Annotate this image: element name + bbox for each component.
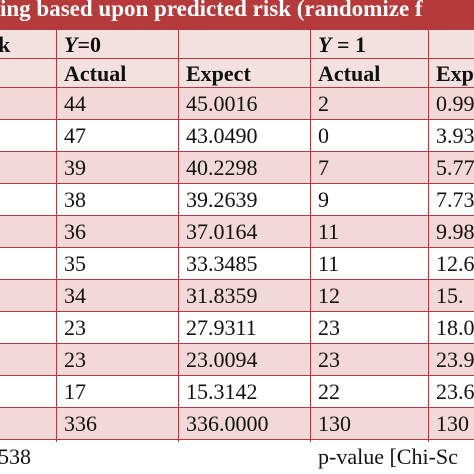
y0-expect-header: Expect <box>186 61 251 86</box>
footer-pvalue-label: p-value [Chi-Sc <box>318 444 458 469</box>
row-divider <box>0 439 474 440</box>
y0-expect-cell: 23.0094 <box>186 347 258 372</box>
y1-expect-cell: 5.77 <box>436 155 474 180</box>
table-row: 34 31.8359 12 15. <box>0 280 474 312</box>
y0-actual-header: Actual <box>64 61 127 86</box>
row-divider <box>0 215 474 216</box>
column-divider <box>56 30 57 442</box>
row-divider <box>0 375 474 376</box>
row-divider <box>0 151 474 152</box>
y1-expect-cell: 15. <box>436 283 464 308</box>
y1-expect-cell: 23.6 <box>436 379 474 404</box>
y0-expect-cell: 15.3142 <box>186 379 258 404</box>
table-row: 38 39.2639 9 7.73 <box>0 184 474 216</box>
y1-expect-cell: 18.0 <box>436 315 474 340</box>
table-title: ing based upon predicted risk (randomize… <box>0 0 423 21</box>
y0-expect-cell: 27.9311 <box>186 315 257 340</box>
y1-expect-cell: 130 <box>436 411 469 436</box>
table-row: 36 37.0164 11 9.98 <box>0 216 474 248</box>
y0-actual-cell: 38 <box>64 187 86 212</box>
y1-expect-cell: 9.98 <box>436 219 474 244</box>
y1-actual-cell: 12 <box>318 283 340 308</box>
table-title-banner: ing based upon predicted risk (randomize… <box>0 0 474 30</box>
y0-actual-cell: 47 <box>64 123 86 148</box>
y0-expect-cell: 43.0490 <box>186 123 258 148</box>
y1-expect-cell: 23.9 <box>436 347 474 372</box>
y1-expect-cell: 7.73 <box>436 187 474 212</box>
table-footer: 538 p-value [Chi-Sc <box>0 442 474 474</box>
column-divider <box>428 30 429 442</box>
y0-actual-cell: 39 <box>64 155 86 180</box>
column-divider <box>310 30 311 442</box>
y0-actual-cell: 44 <box>64 91 86 116</box>
risk-column-header: k <box>0 32 11 57</box>
row-divider <box>0 247 474 248</box>
y1-actual-cell: 11 <box>318 219 340 244</box>
y1-actual-cell: 11 <box>318 251 340 276</box>
row-divider <box>0 183 474 184</box>
y1-actual-cell: 0 <box>318 123 329 148</box>
y0-expect-cell: 33.3485 <box>186 251 258 276</box>
y0-actual-cell: 34 <box>64 283 86 308</box>
y0-expect-cell: 45.0016 <box>186 91 258 116</box>
y1-actual-cell: 9 <box>318 187 329 212</box>
y0-expect-cell: 40.2298 <box>186 155 258 180</box>
y1-actual-cell: 130 <box>318 411 351 436</box>
table-row: 23 27.9311 23 18.0 <box>0 312 474 344</box>
header-row-subcolumns: Actual Expect Actual Exp <box>0 59 474 88</box>
y1-expect-header: Exp <box>436 61 474 86</box>
table-row: 17 15.3142 22 23.6 <box>0 376 474 408</box>
y0-actual-cell: 336 <box>64 411 97 436</box>
y1-actual-cell: 23 <box>318 315 340 340</box>
y1-actual-cell: 23 <box>318 347 340 372</box>
y0-actual-cell: 35 <box>64 251 86 276</box>
column-divider <box>178 30 179 442</box>
table-row: 336 336.0000 130 130 <box>0 408 474 440</box>
table-row: 23 23.0094 23 23.9 <box>0 344 474 376</box>
y0-header: Y=0 <box>64 32 101 57</box>
row-divider <box>0 29 474 30</box>
y1-actual-cell: 7 <box>318 155 329 180</box>
table-row: 35 33.3485 11 12.6 <box>0 248 474 280</box>
y1-actual-cell: 2 <box>318 91 329 116</box>
y0-actual-cell: 17 <box>64 379 86 404</box>
row-divider <box>0 311 474 312</box>
y1-actual-cell: 22 <box>318 379 340 404</box>
y1-expect-cell: 3.93 <box>436 123 474 148</box>
y0-actual-cell: 36 <box>64 219 86 244</box>
y0-actual-cell: 23 <box>64 315 86 340</box>
y1-expect-cell: 12.6 <box>436 251 474 276</box>
row-divider <box>0 58 474 59</box>
y0-expect-cell: 37.0164 <box>186 219 258 244</box>
table-row: 44 45.0016 2 0.99 <box>0 88 474 120</box>
y1-header: Y = 1 <box>318 32 366 57</box>
footer-left-value: 538 <box>0 444 31 469</box>
row-divider <box>0 87 474 88</box>
y1-expect-cell: 0.99 <box>436 91 474 116</box>
y0-expect-cell: 39.2639 <box>186 187 258 212</box>
row-divider <box>0 279 474 280</box>
row-divider <box>0 119 474 120</box>
row-divider <box>0 343 474 344</box>
row-divider <box>0 407 474 408</box>
table-row: 39 40.2298 7 5.77 <box>0 152 474 184</box>
y0-actual-cell: 23 <box>64 347 86 372</box>
y0-expect-cell: 31.8359 <box>186 283 258 308</box>
header-row-outcome: k Y=0 Y = 1 <box>0 30 474 59</box>
table-row: 47 43.0490 0 3.93 <box>0 120 474 152</box>
y0-expect-cell: 336.0000 <box>186 411 269 436</box>
y1-actual-header: Actual <box>318 61 381 86</box>
